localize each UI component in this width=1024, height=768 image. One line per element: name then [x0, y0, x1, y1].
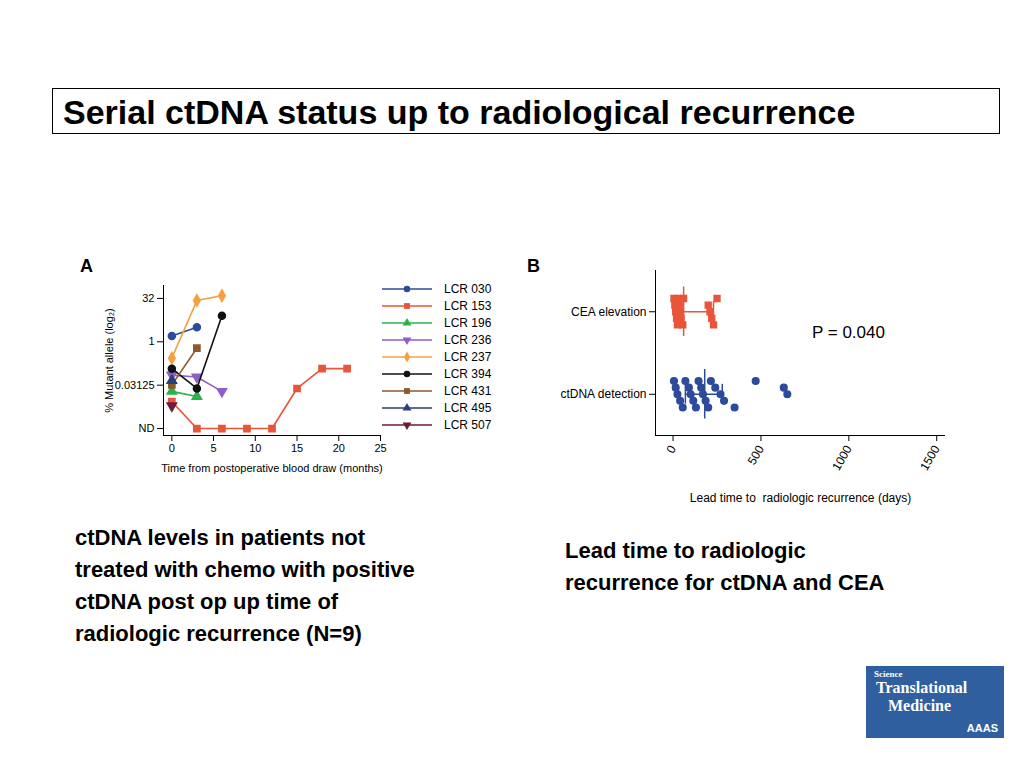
svg-text:5: 5: [211, 442, 217, 454]
svg-text:1500: 1500: [917, 443, 943, 473]
html-text:Medicine: Medicine: [888, 697, 952, 714]
html-text:LCR 394: LCR 394: [444, 366, 492, 381]
html-text:Science: Science: [874, 669, 903, 679]
html-text:LCR 431: LCR 431: [444, 383, 492, 398]
html-text:LCR 236: LCR 236: [444, 332, 492, 347]
svg-text:CEA elevation: CEA elevation: [571, 305, 646, 319]
svg-text:% Mutant allele (log₂): % Mutant allele (log₂): [103, 308, 115, 413]
html-text:AAAS: AAAS: [966, 722, 998, 734]
html-text:LCR 237: LCR 237: [444, 349, 492, 364]
svg-text:0: 0: [664, 443, 680, 456]
html-text:Serial ctDNA status up to radi: Serial ctDNA status up to radiological r…: [63, 93, 856, 131]
html-text:LCR 507: LCR 507: [444, 417, 492, 432]
html-text:P = 0.040: P = 0.040: [812, 323, 885, 342]
html-text:treated with chemo with positi: treated with chemo with positive: [75, 557, 415, 582]
html-text:Lead time to radiologic: Lead time to radiologic: [565, 538, 806, 563]
html-text:B: B: [527, 256, 540, 276]
html-text:radiologic recurrence (N=9): radiologic recurrence (N=9): [75, 621, 362, 646]
svg-text:32: 32: [142, 292, 154, 304]
svg-text:25: 25: [374, 442, 386, 454]
html-text:recurrence for ctDNA and CEA: recurrence for ctDNA and CEA: [565, 570, 885, 595]
html-text:ctDNA levels in patients not: ctDNA levels in patients not: [75, 525, 366, 550]
html-text:ctDNA post op up time of: ctDNA post op up time of: [75, 589, 339, 614]
html-text:LCR 495: LCR 495: [444, 400, 492, 415]
html-text:LCR 196: LCR 196: [444, 315, 492, 330]
svg-text:20: 20: [333, 442, 345, 454]
svg-text:1: 1: [148, 335, 154, 347]
svg-text:0: 0: [169, 442, 175, 454]
svg-text:10: 10: [249, 442, 261, 454]
svg-text:500: 500: [745, 443, 767, 468]
svg-text:ND: ND: [139, 422, 155, 434]
svg-text:Lead time to radiologic recur: Lead time to radiologic recurrence (days…: [690, 491, 911, 505]
svg-text:Time from postoperative blood: Time from postoperative blood draw (mont…: [161, 462, 383, 474]
svg-text:1000: 1000: [829, 443, 855, 473]
html-text:LCR 153: LCR 153: [444, 298, 492, 313]
html-text:A: A: [80, 256, 93, 276]
svg-text:ctDNA detection: ctDNA detection: [560, 387, 646, 401]
svg-text:15: 15: [291, 442, 303, 454]
html-text:LCR 030: LCR 030: [444, 281, 492, 296]
svg-text:0.03125: 0.03125: [115, 379, 155, 391]
html-text:Translational: Translational: [876, 679, 968, 696]
